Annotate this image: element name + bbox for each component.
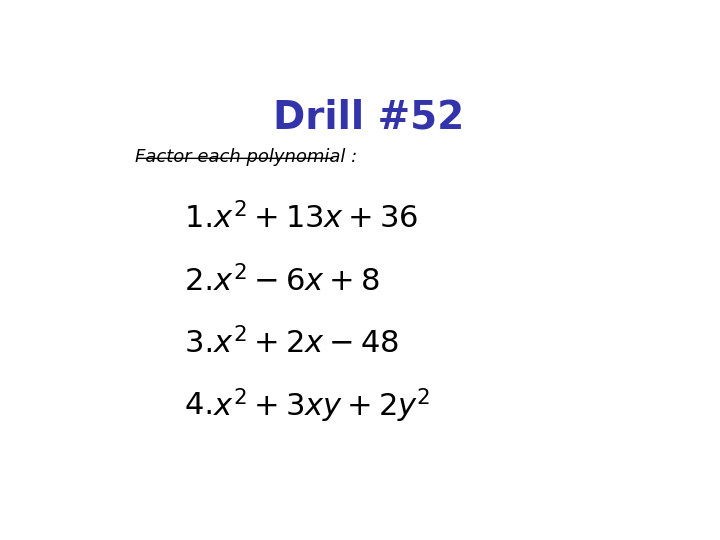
Text: 4.: 4.: [185, 392, 233, 420]
Text: 3.: 3.: [185, 329, 233, 358]
Text: Factor each polynomial :: Factor each polynomial :: [135, 148, 357, 166]
Text: $x^2 + 3xy + 2y^2$: $x^2 + 3xy + 2y^2$: [213, 387, 430, 425]
Text: $x^2 + 2x - 48$: $x^2 + 2x - 48$: [213, 327, 399, 360]
Text: 1.: 1.: [185, 204, 233, 233]
Text: Drill #52: Drill #52: [274, 98, 464, 136]
Text: $x^2 - 6x + 8$: $x^2 - 6x + 8$: [213, 265, 379, 297]
Text: $x^2 + 13x + 36$: $x^2 + 13x + 36$: [213, 202, 418, 235]
Text: 2.: 2.: [185, 267, 233, 295]
